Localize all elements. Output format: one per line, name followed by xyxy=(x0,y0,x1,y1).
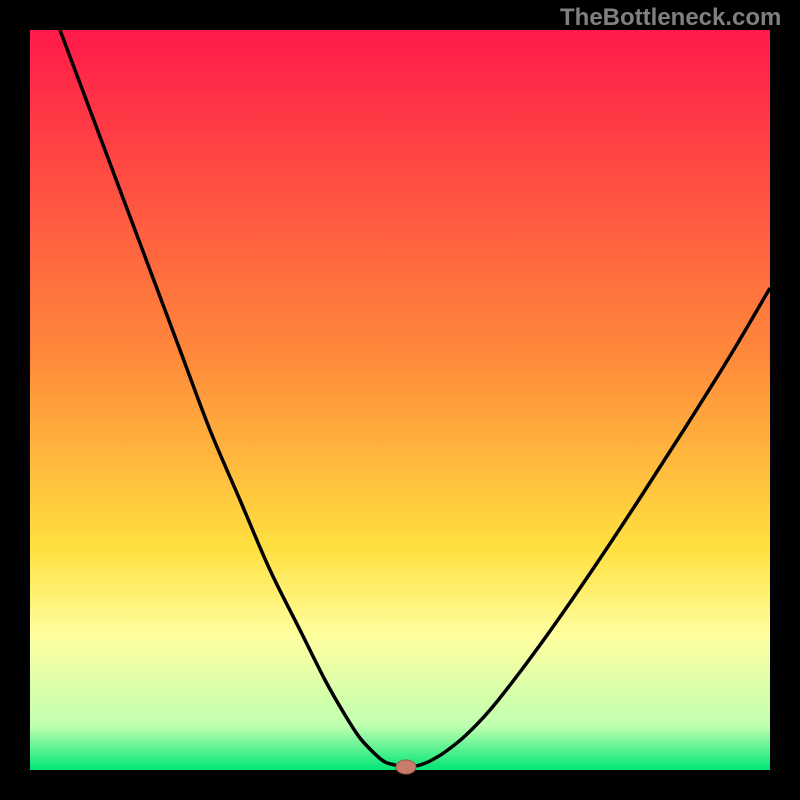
chart-svg xyxy=(0,0,800,800)
chart-container: TheBottleneck.com xyxy=(0,0,800,800)
watermark-text: TheBottleneck.com xyxy=(560,4,781,32)
optimum-marker xyxy=(396,760,416,774)
bottleneck-curve xyxy=(60,30,770,767)
